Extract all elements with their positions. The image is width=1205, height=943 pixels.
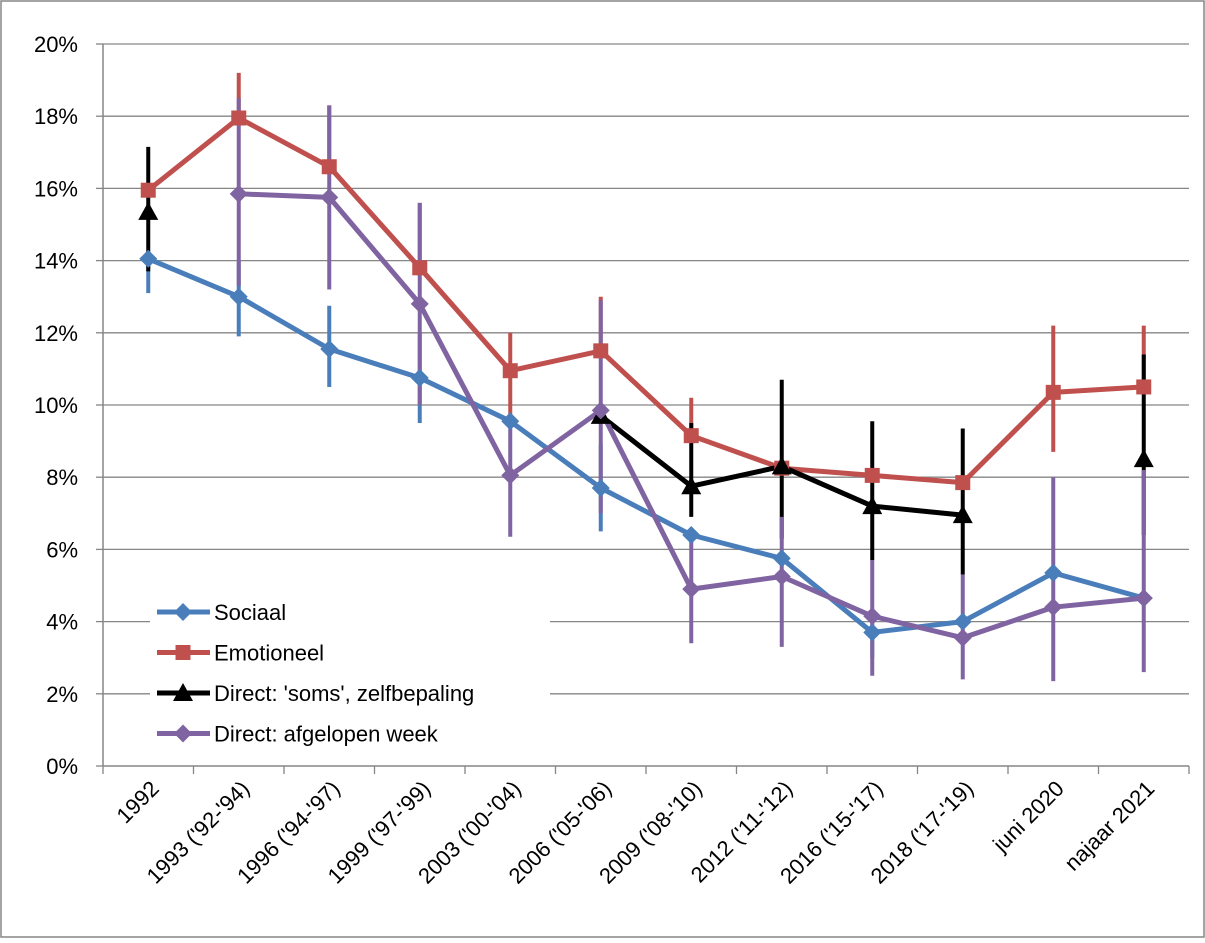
legend-label: Direct: 'soms', zelfbepaling xyxy=(214,681,474,706)
data-point xyxy=(229,287,248,306)
data-point xyxy=(410,368,429,387)
legend-marker xyxy=(174,724,192,743)
legend-box xyxy=(150,586,550,756)
legend-label: Emotioneel xyxy=(214,641,324,666)
data-point xyxy=(320,188,339,207)
data-point xyxy=(1133,449,1154,468)
data-point xyxy=(593,343,609,359)
data-point xyxy=(772,549,791,568)
y-tick-label: 6% xyxy=(46,537,78,562)
y-tick-label: 2% xyxy=(46,682,78,707)
legend: Sociaal Emotioneel Direct: 'soms', zelfbep… xyxy=(150,586,550,756)
data-point xyxy=(1044,563,1063,582)
data-point xyxy=(862,496,883,515)
legend-marker xyxy=(175,645,191,660)
data-point xyxy=(1134,589,1153,608)
series-line xyxy=(145,256,1147,635)
data-point xyxy=(952,505,973,524)
legend-marker xyxy=(174,603,192,621)
series-markers xyxy=(138,110,1154,647)
y-tick-label: 16% xyxy=(34,176,78,201)
data-point xyxy=(864,467,880,483)
data-point xyxy=(320,340,339,359)
data-point xyxy=(682,580,701,599)
y-tick-label: 0% xyxy=(46,754,78,779)
data-point xyxy=(683,428,699,444)
y-tick-label: 18% xyxy=(34,104,78,129)
data-point xyxy=(1136,379,1152,395)
data-point xyxy=(591,401,610,420)
data-point xyxy=(321,159,337,175)
y-tick-label: 12% xyxy=(34,321,78,346)
legend-label: Sociaal xyxy=(214,600,286,625)
data-point xyxy=(1045,384,1061,400)
data-point xyxy=(771,456,792,475)
data-point xyxy=(953,612,972,631)
series-line xyxy=(145,115,1147,486)
y-tick-label: 10% xyxy=(34,393,78,418)
legend-label: Direct: afgelopen week xyxy=(214,722,439,747)
data-point xyxy=(863,607,882,626)
data-point xyxy=(955,475,971,491)
data-point xyxy=(231,110,247,126)
y-tick-label: 14% xyxy=(34,249,78,274)
data-point xyxy=(591,479,610,498)
data-point xyxy=(412,260,428,276)
y-tick-label: 4% xyxy=(46,610,78,635)
data-point xyxy=(953,628,972,647)
data-point xyxy=(682,525,701,544)
data-point xyxy=(502,363,518,379)
data-point xyxy=(772,567,791,586)
data-point xyxy=(501,466,520,485)
data-point xyxy=(410,294,429,313)
y-tick-label: 8% xyxy=(46,465,78,490)
y-tick-label: 20% xyxy=(34,32,78,57)
data-point xyxy=(1044,598,1063,617)
data-point xyxy=(140,182,156,198)
data-point xyxy=(863,623,882,642)
data-point xyxy=(681,476,702,495)
data-point xyxy=(139,249,158,268)
legend-marker xyxy=(173,683,193,701)
data-point xyxy=(501,412,520,431)
data-point xyxy=(138,201,159,220)
data-point xyxy=(229,184,248,203)
